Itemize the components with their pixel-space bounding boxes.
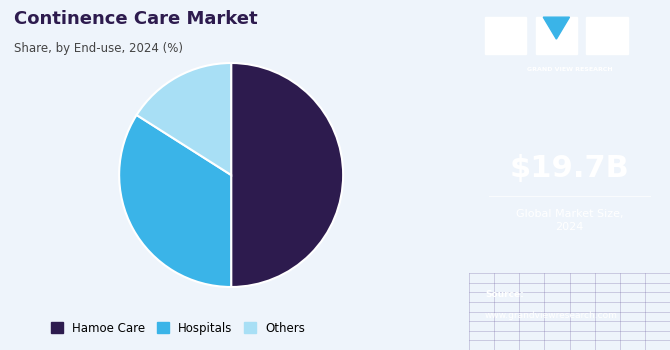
Text: $19.7B: $19.7B [510, 154, 629, 182]
Text: Source:: Source: [485, 290, 524, 299]
Polygon shape [543, 17, 570, 39]
Wedge shape [137, 63, 231, 175]
Text: Global Market Size,
2024: Global Market Size, 2024 [516, 209, 623, 232]
Wedge shape [231, 63, 343, 287]
Text: GRAND VIEW RESEARCH: GRAND VIEW RESEARCH [527, 67, 612, 72]
Text: Share, by End-use, 2024 (%): Share, by End-use, 2024 (%) [14, 42, 183, 55]
Bar [485, 17, 527, 54]
Bar [536, 17, 577, 54]
Text: Continence Care Market: Continence Care Market [14, 10, 258, 28]
Text: www.grandviewresearch.com: www.grandviewresearch.com [485, 312, 618, 321]
Legend: Hamoe Care, Hospitals, Others: Hamoe Care, Hospitals, Others [45, 316, 312, 341]
Bar [586, 17, 628, 54]
Wedge shape [119, 115, 231, 287]
